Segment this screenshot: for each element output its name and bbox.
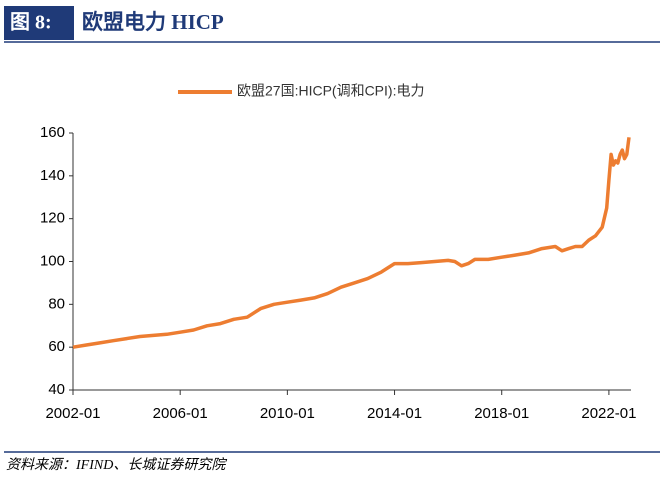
header-title: 欧盟电力 HICP <box>82 10 224 34</box>
x-tick-label: 2018-01 <box>474 405 529 422</box>
legend-label: 欧盟27国:HICP(调和CPI):电力 <box>237 83 424 99</box>
y-tick-label: 100 <box>40 252 65 269</box>
x-tick-label: 2002-01 <box>45 405 100 422</box>
x-tick-label: 2014-01 <box>367 405 422 422</box>
y-tick-label: 120 <box>40 210 65 227</box>
header-label: 图 8: <box>10 11 52 34</box>
header-box <box>4 6 74 40</box>
x-tick-label: 2010-01 <box>260 405 315 422</box>
source: 资料来源：IFIND、长城证券研究院 <box>6 457 227 473</box>
x-tick-label: 2006-01 <box>153 405 208 422</box>
y-tick-label: 140 <box>40 167 65 184</box>
y-tick-label: 40 <box>48 381 65 398</box>
y-tick-label: 60 <box>48 338 65 355</box>
y-tick-label: 160 <box>40 124 65 141</box>
series-line <box>72 137 631 349</box>
y-tick-label: 80 <box>48 295 65 312</box>
x-tick-label: 2022-01 <box>581 405 636 422</box>
